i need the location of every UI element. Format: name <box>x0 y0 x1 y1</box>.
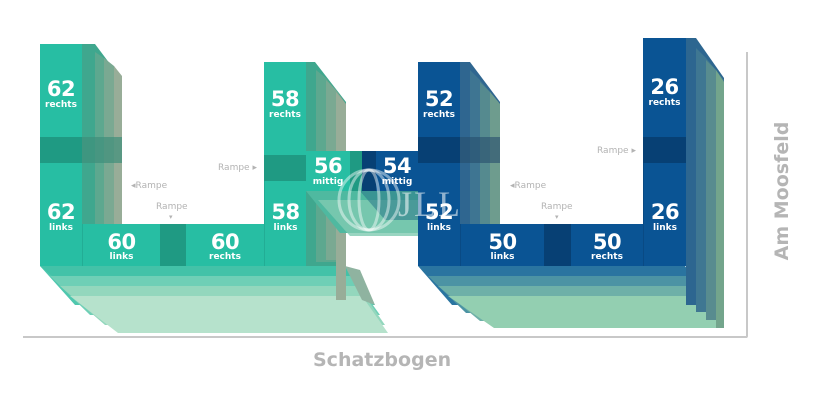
parking-block-58-rechts: 58 rechts <box>264 62 306 155</box>
ramp-segment <box>362 151 376 191</box>
block-number: 62 <box>46 200 76 224</box>
block-side: links <box>109 252 134 262</box>
ramp-segment <box>643 137 686 163</box>
parking-block-60-rechts: 60 rechts <box>186 224 264 266</box>
ramp-segment <box>544 224 571 266</box>
street-boundary-right <box>746 52 748 338</box>
block-number: 26 <box>650 200 680 224</box>
parking-block-50-links: 50 links <box>460 224 544 266</box>
parking-block-56-mittig: 56 mittig <box>306 151 350 191</box>
block-number: 50 <box>488 230 517 254</box>
ramp-label: Rampe <box>156 202 188 212</box>
ramp-segment <box>264 155 306 181</box>
jll-watermark-text: JLL <box>398 184 462 224</box>
block-side: links <box>653 223 677 233</box>
parking-block-58-links: 58 links <box>264 181 306 266</box>
block-number: 56 <box>313 154 343 178</box>
block-side: links <box>427 223 451 233</box>
block-number: 50 <box>592 230 622 254</box>
ramp-label: Rampe ▸ <box>597 146 636 156</box>
ramp-segment <box>160 224 186 266</box>
ramp-label: ◂Rampe <box>510 181 547 191</box>
street-boundary-bottom <box>23 336 747 338</box>
jll-logo-watermark <box>337 168 401 232</box>
ramp-label: ◂Rampe <box>131 181 168 191</box>
ramp-segment <box>350 151 362 191</box>
arrow-down-icon: ▾ <box>169 213 173 221</box>
parking-block-62-rechts: 62 rechts <box>40 44 82 137</box>
arrow-down-icon: ▾ <box>555 213 559 221</box>
block-side: links <box>49 223 73 233</box>
parking-block-62-links: 62 links <box>40 163 82 266</box>
block-number: 62 <box>46 77 76 101</box>
block-side: mittig <box>312 177 344 187</box>
block-side: rechts <box>423 110 455 120</box>
street-label-schatzbogen: Schatzbogen <box>313 349 452 371</box>
ramp-segment <box>418 137 460 163</box>
block-side: rechts <box>209 252 241 262</box>
block-side: rechts <box>591 252 623 262</box>
parking-block-52-links: 52 links <box>418 163 460 266</box>
block-number: 54 <box>382 154 412 178</box>
block-side: links <box>273 223 298 233</box>
block-number: 52 <box>424 200 454 224</box>
ramp-label: Rampe <box>541 202 573 212</box>
ramp-segment <box>40 137 82 163</box>
block-number: 58 <box>270 87 300 111</box>
street-label-am-moosfeld: Am Moosfeld <box>771 121 793 261</box>
block-side: mittig <box>381 177 413 187</box>
parking-block-50-rechts: 50 rechts <box>571 224 643 266</box>
parking-block-26-rechts: 26 rechts <box>643 38 686 137</box>
parking-block-26-links: 26 links <box>643 163 686 266</box>
block-number: 52 <box>424 87 454 111</box>
block-number: 60 <box>210 230 240 254</box>
parking-block-54-mittig: 54 mittig <box>376 151 418 191</box>
block-side: rechts <box>45 100 77 110</box>
block-number: 26 <box>650 75 679 99</box>
block-side: links <box>490 252 515 262</box>
block-side: rechts <box>269 110 301 120</box>
parking-block-52-rechts: 52 rechts <box>418 62 460 137</box>
block-number: 60 <box>107 230 136 254</box>
parking-block-60-links: 60 links <box>82 224 160 266</box>
ramp-label: Rampe ▸ <box>218 163 257 173</box>
block-side: rechts <box>648 98 681 108</box>
block-number: 58 <box>271 200 300 224</box>
